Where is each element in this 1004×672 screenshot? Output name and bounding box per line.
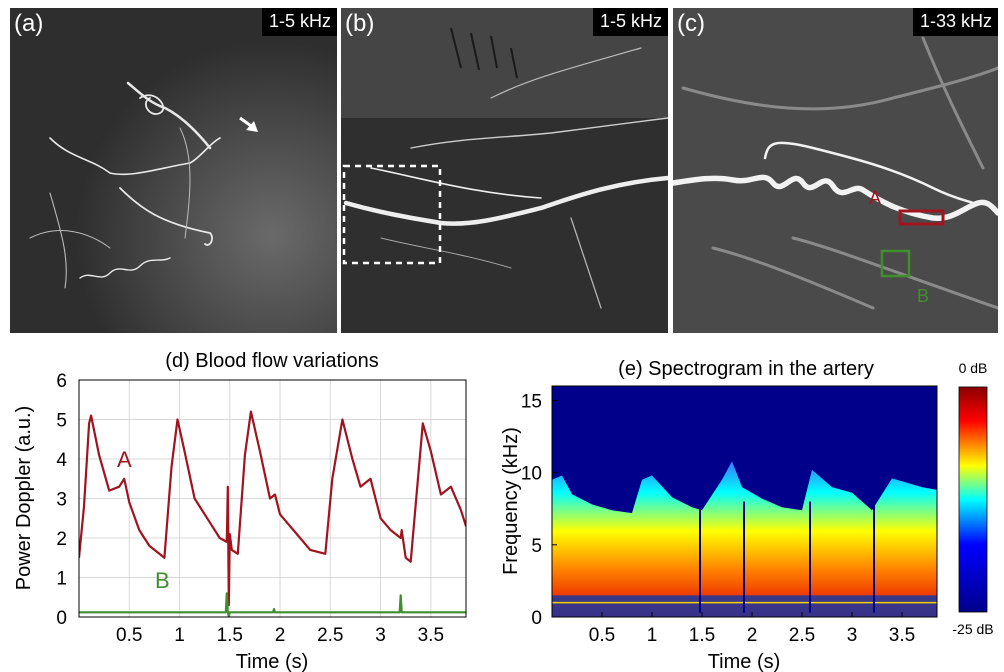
series-group xyxy=(79,410,466,617)
spectrogram-chart: (e) Spectrogram in the artery 0.5 1 1.5 2 2.… xyxy=(500,358,994,672)
grid-lines xyxy=(79,379,466,618)
colorbar xyxy=(958,386,988,613)
y-tick-label: 4 xyxy=(56,450,67,471)
y-axis-label: Power Doppler (a.u.) xyxy=(13,406,35,591)
y-tick-label: 0 xyxy=(531,608,542,629)
series-b-label: B xyxy=(155,568,170,593)
series-line-b xyxy=(79,592,466,617)
blood-flow-chart: (d) Blood flow variations 0.5 1 1.5 2 2.5 3 3.… xyxy=(13,350,467,672)
vessel-image-b xyxy=(341,8,668,333)
y-tick-label: 0 xyxy=(56,608,67,629)
x-tick-label: 3 xyxy=(847,625,858,646)
x-tick-label: 1.5 xyxy=(689,625,715,646)
image-panel-a: (a) 1-5 kHz xyxy=(10,8,337,333)
charts-area: (d) Blood flow variations 0.5 1 1.5 2 2.5 3 3.… xyxy=(13,350,994,672)
y-tick-label: 15 xyxy=(521,391,542,412)
x-tick-label: 0.5 xyxy=(589,625,615,646)
spectrogram-heatmap xyxy=(552,461,937,617)
x-axis-label: Time (s) xyxy=(236,651,309,672)
x-tick-labels: 0.5 1 1.5 2 2.5 3 3.5 xyxy=(589,612,915,646)
chart-title: (d) Blood flow variations xyxy=(165,350,378,372)
image-panel-b: (b) 1-5 kHz xyxy=(341,8,668,333)
x-tick-label: 1 xyxy=(647,625,658,646)
y-tick-labels: 0 1 2 3 4 5 6 xyxy=(56,371,67,629)
roi-b-label: B xyxy=(917,286,929,306)
freq-badge-a: 1-5 kHz xyxy=(261,8,337,36)
x-tick-label: 3.5 xyxy=(418,625,444,646)
x-tick-label: 1 xyxy=(174,625,185,646)
panel-label-a: (a) xyxy=(14,10,44,37)
y-tick-label: 1 xyxy=(56,569,67,590)
vessel-image-c: A B xyxy=(673,8,998,333)
x-tick-label: 2.5 xyxy=(317,625,343,646)
y-tick-label: 10 xyxy=(521,464,542,485)
x-axis-label: Time (s) xyxy=(708,651,781,672)
chart-title: (e) Spectrogram in the artery xyxy=(618,358,874,380)
panel-label-c: (c) xyxy=(677,10,705,37)
freq-badge-c: 1-33 kHz xyxy=(912,8,998,36)
y-axis-label: Frequency (kHz) xyxy=(500,427,522,575)
plot-frame xyxy=(78,379,467,618)
series-a-label: A xyxy=(117,447,132,472)
x-tick-labels: 0.5 1 1.5 2 2.5 3 3.5 xyxy=(116,625,444,646)
y-tick-labels: 0 5 10 15 xyxy=(521,391,557,629)
x-tick-label: 2 xyxy=(275,625,286,646)
y-tick-label: 5 xyxy=(56,411,67,432)
y-tick-label: 6 xyxy=(56,371,67,392)
panel-label-b: (b) xyxy=(345,10,375,37)
x-tick-label: 3.5 xyxy=(889,625,915,646)
y-tick-label: 2 xyxy=(56,529,67,550)
x-tick-label: 1.5 xyxy=(217,625,243,646)
colorbar-min-label: -25 dB xyxy=(952,621,993,637)
y-tick-label: 5 xyxy=(531,536,542,557)
vessel-image-a xyxy=(10,8,337,333)
x-tick-label: 0.5 xyxy=(116,625,142,646)
x-tick-label: 2 xyxy=(747,625,758,646)
freq-badge-b: 1-5 kHz xyxy=(592,8,668,36)
x-tick-label: 2.5 xyxy=(789,625,815,646)
y-tick-label: 3 xyxy=(56,490,67,511)
series-line-a xyxy=(79,410,466,607)
colorbar-max-label: 0 dB xyxy=(959,360,988,376)
roi-a-label: A xyxy=(869,188,881,208)
plot-frame xyxy=(551,385,938,618)
image-panel-c: A B (c) 1-33 kHz xyxy=(673,8,998,333)
x-tick-label: 3 xyxy=(375,625,386,646)
